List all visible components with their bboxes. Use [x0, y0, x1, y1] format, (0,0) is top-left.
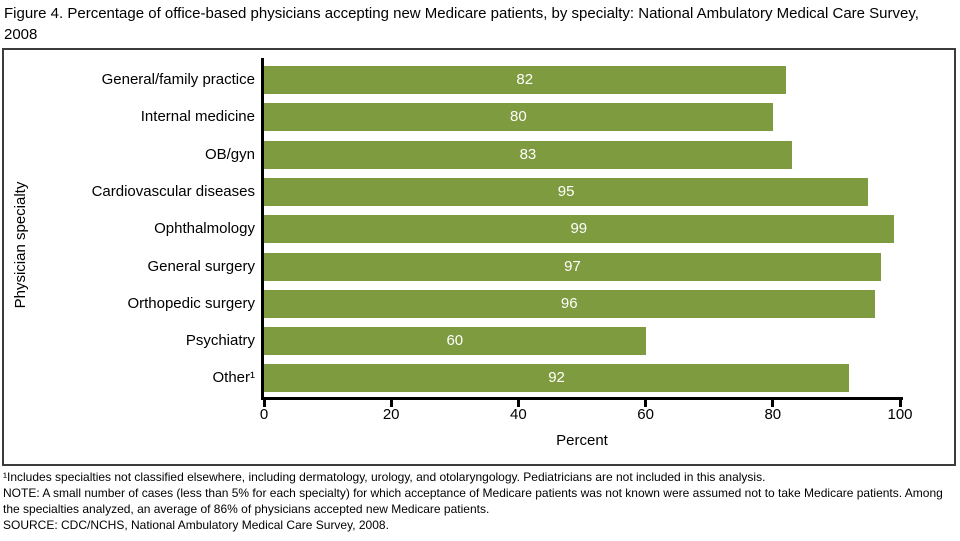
bar: 95 [264, 177, 869, 206]
bar: 80 [264, 103, 773, 132]
bar: 99 [264, 215, 894, 244]
bar-value-label: 83 [519, 145, 537, 163]
category-label: Psychiatry [185, 332, 255, 350]
category-label: General/family practice [101, 71, 255, 88]
x-axis-tick [771, 400, 775, 407]
footnotes: ¹Includes specialties not classified els… [3, 469, 957, 533]
x-axis-tick-label: 80 [764, 406, 782, 423]
category-label: Internal medicine [140, 108, 255, 126]
x-axis-line [261, 397, 903, 400]
category-label: Ophthalmology [154, 220, 255, 238]
x-axis-tick-label: 40 [510, 406, 527, 423]
plot-area: General/family practice 82 Internal medici… [4, 50, 954, 464]
chart-area: General/family practice 82 Internal medici… [2, 48, 956, 466]
category-label: Orthopedic surgery [127, 294, 255, 312]
figure-title: Figure 4. Percentage of office-based phy… [4, 5, 919, 43]
x-axis-tick [644, 400, 648, 407]
x-axis-tick-label: 60 [637, 406, 654, 423]
footnote-1: ¹Includes specialties not classified els… [3, 470, 766, 484]
bar-value-label: 96 [560, 294, 578, 312]
bar-value-label: 95 [557, 182, 575, 200]
x-axis-tick-label: 100 [887, 406, 913, 423]
category-label: Other¹ [212, 369, 255, 387]
bar: 60 [264, 327, 646, 356]
category-label: General surgery [147, 257, 255, 275]
bar-value-label: 82 [516, 71, 534, 88]
footnote-source: SOURCE: CDC/NCHS, National Ambulatory Me… [3, 518, 389, 532]
bar: 97 [264, 252, 881, 281]
bar-value-label: 80 [510, 108, 527, 126]
bar-value-label: 60 [446, 332, 464, 350]
category-label: OB/gyn [204, 145, 255, 163]
bar: 82 [264, 66, 786, 94]
bar: 92 [264, 364, 850, 393]
bar-value-label: 99 [570, 220, 588, 238]
x-axis-tick [389, 400, 393, 407]
y-axis-line [261, 58, 264, 400]
x-axis-tick [898, 400, 902, 407]
x-axis-tick [516, 400, 520, 407]
bar: 96 [264, 289, 875, 318]
x-axis-title: Percent [556, 432, 608, 449]
x-axis-tick-label: 20 [382, 406, 400, 423]
x-axis-tick [262, 400, 266, 407]
bar-value-label: 92 [548, 369, 565, 387]
bar-value-label: 97 [564, 257, 581, 275]
x-axis-tick-label: 0 [259, 406, 269, 423]
y-axis-title: Physician specialty [12, 181, 29, 309]
category-label: Cardiovascular diseases [91, 182, 255, 200]
bar: 83 [264, 140, 792, 169]
footnote-note: NOTE: A small number of cases (less than… [3, 486, 943, 516]
